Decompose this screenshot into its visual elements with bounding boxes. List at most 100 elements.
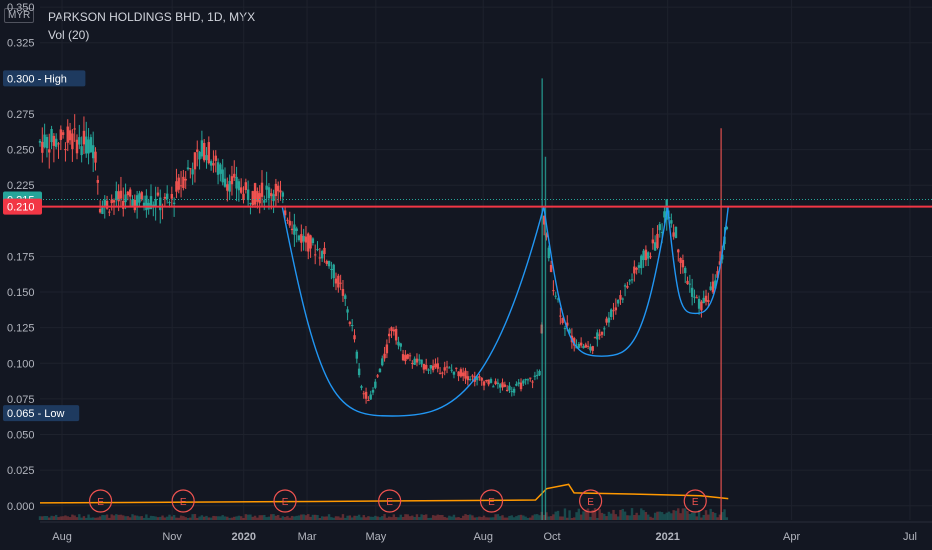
volume-bar [108,517,111,520]
x-tick-label: 2021 [655,531,679,543]
candle-body [549,264,553,273]
candle-body [436,363,439,369]
candle-body [614,307,618,311]
earnings-marker[interactable]: E [88,489,113,513]
volume-bar [184,517,187,520]
volume-bar [163,517,167,520]
earnings-label: E [97,497,104,508]
volume-ma-layer [39,483,729,504]
price-level-layer[interactable] [40,198,932,208]
volume-bar [697,510,701,520]
earnings-marker[interactable]: E [479,489,504,513]
volume-bar [242,517,245,520]
volume-bar [253,515,257,520]
candle-body [223,178,227,187]
candle-body [480,377,483,381]
symbol-title[interactable]: PARKSON HOLDINGS BHD, 1D, MYX [48,10,256,24]
volume-bar [686,511,689,520]
candle-body [85,136,88,154]
volume-bar [415,514,419,520]
candle-body [313,254,317,256]
volume-bar [281,516,285,520]
volume-bar [110,514,113,520]
volume-bar [272,514,275,520]
volume-bar [462,515,465,520]
volume-bar [589,516,592,520]
volume-bar [670,513,673,520]
candle-body [674,226,678,238]
candle-body [681,260,685,268]
volume-bar [122,515,125,520]
volume-bar [140,516,143,520]
volume-bar [302,514,305,520]
y-tick-label: 0.350 [7,2,35,14]
candle-body [307,233,310,252]
volume-bar [700,517,703,520]
earnings-marker[interactable]: E [378,489,402,513]
volume-bar [674,510,678,520]
volume-bar [103,515,106,520]
candle-body [281,192,285,197]
earnings-marker[interactable]: E [171,489,195,513]
time-axis[interactable]: Aug Nov 2020 Mar May Aug Oct 2021 Apr Jul [40,521,932,543]
candle-body [256,191,259,202]
volume-bar [323,516,326,520]
candle-body [413,358,416,365]
candle-body [635,268,638,270]
volume-bar [637,515,641,520]
price-axis[interactable]: 0.350 0.325 0.275 0.250 0.225 0.175 0.150 0.125… [7,2,35,513]
cup-curve[interactable] [543,206,669,357]
volume-bar [101,514,104,520]
candle-body [209,161,213,166]
volume-bar [260,515,264,520]
candle-body [459,369,463,377]
candle-body [184,178,187,181]
candle-body [610,309,613,317]
volume-bar [221,515,224,520]
volume-bar [38,516,42,520]
volume-bar [596,517,599,520]
candle-body [586,345,590,347]
cup-pattern-layer[interactable] [281,206,729,417]
currency-badge[interactable]: MYR [4,8,35,23]
x-tick-label: Aug [473,531,493,543]
volume-indicator-label[interactable]: Vol (20) [48,28,90,42]
candle-body [649,256,652,258]
volume-bar [406,514,409,520]
candle-body [179,185,183,187]
volume-bar [392,514,396,520]
volume-bar [450,516,453,520]
candle-body [593,337,597,339]
candle-body [397,341,400,346]
candle-body [374,381,377,388]
volume-bar [584,509,587,520]
cup-curve[interactable] [281,206,545,417]
candle-body [327,260,331,267]
cup-curve[interactable] [667,206,729,315]
candle-body [115,191,118,200]
volume-bar [68,517,72,520]
candle-body [98,208,102,213]
earnings-marker[interactable]: E [579,489,603,513]
y-tick-label: 0.225 [7,180,35,192]
candle-body [325,260,328,264]
x-tick-label: Nov [162,531,182,543]
candle-body [59,129,63,140]
earnings-marker[interactable]: E [273,489,297,513]
candle-body [378,368,382,373]
earnings-marker[interactable]: E [683,489,707,513]
x-tick-label: 2020 [231,531,255,543]
candle-body [73,128,76,130]
candle-body [304,236,308,243]
candle-body [605,318,608,323]
candle-body [152,204,155,207]
volume-bar [117,514,120,520]
volume-bar [300,514,303,520]
price-badge-high: 0.300 - High [3,70,86,87]
volume-bar [681,508,685,520]
volume-bar [459,517,463,520]
candle-body [283,210,287,216]
candle-body [711,281,715,293]
